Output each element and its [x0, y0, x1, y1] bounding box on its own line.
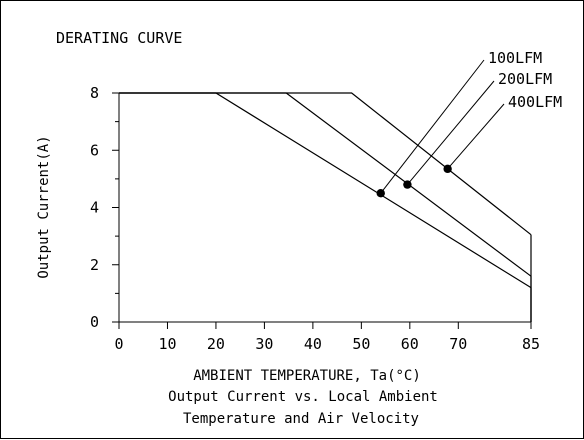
- y-axis-label: Output Current(A): [36, 135, 52, 278]
- y-tick-label: 8: [90, 84, 99, 102]
- y-tick-label: 4: [90, 199, 99, 217]
- y-tick-label: 2: [90, 256, 99, 274]
- legend-label-200lfm: 200LFM: [498, 70, 552, 88]
- axes: 0 10 20 30 40 50 60 70 85 0 2 4 6 8: [90, 84, 540, 353]
- y-tick-label: 0: [90, 313, 99, 331]
- series-marker-100lfm: [376, 188, 385, 198]
- x-tick-label: 40: [304, 335, 322, 353]
- x-tick-label: 0: [114, 335, 123, 353]
- x-tick-label: 85: [522, 335, 540, 353]
- x-tick-label: 50: [352, 335, 370, 353]
- caption-line-1: Output Current vs. Local Ambient: [168, 389, 438, 405]
- x-tick-label: 10: [158, 335, 176, 353]
- x-tick-label: 30: [255, 335, 273, 353]
- legend-leader-400lfm: [447, 103, 505, 170]
- x-tick-label: 70: [449, 335, 467, 353]
- legend-leader-100lfm: [380, 59, 485, 194]
- series-group: [119, 92, 532, 322]
- x-tick-label: 20: [207, 335, 225, 353]
- series-line-400lfm: [119, 92, 532, 236]
- chart-title: DERATING CURVE: [56, 29, 182, 47]
- series-line-200lfm: [119, 92, 532, 277]
- x-tick-label: 60: [401, 335, 419, 353]
- legend-leader-200lfm: [407, 80, 495, 185]
- legend-group: 100LFM 200LFM 400LFM: [380, 49, 562, 194]
- legend-label-100lfm: 100LFM: [488, 49, 542, 67]
- legend-label-400lfm: 400LFM: [508, 93, 562, 111]
- caption-line-2: Temperature and Air Velocity: [183, 411, 419, 427]
- y-tick-label: 6: [90, 141, 99, 159]
- x-axis-label: AMBIENT TEMPERATURE, Ta(°C): [193, 368, 421, 384]
